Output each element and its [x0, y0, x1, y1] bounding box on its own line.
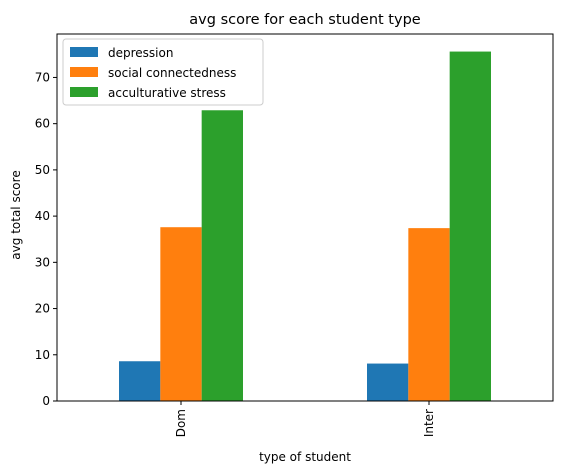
legend-box [62, 38, 264, 106]
y-tick-label: 20 [35, 302, 50, 316]
y-tick-label: 70 [35, 70, 50, 84]
y-tick-label: 60 [35, 117, 50, 131]
bar-social-connectedness-Inter [408, 228, 450, 401]
y-tick-label: 50 [35, 163, 50, 177]
legend-swatch [70, 47, 98, 57]
legend-label: acculturative stress [108, 86, 226, 100]
legend: depression social connectedness acculturat… [62, 38, 264, 106]
y-axis: 0 10 20 30 40 50 60 70 [35, 70, 57, 408]
y-axis-label: avg total score [9, 170, 23, 259]
bar-depression-Dom [119, 361, 161, 401]
legend-swatch [70, 87, 98, 97]
x-axis-label: type of student [259, 450, 351, 464]
x-tick-label: Dom [174, 409, 188, 437]
bar-social-connectedness-Dom [160, 227, 202, 401]
legend-swatch [70, 67, 98, 77]
bar-depression-Inter [367, 363, 409, 401]
legend-label: social connectedness [108, 66, 236, 80]
chart-title: avg score for each student type [189, 12, 420, 28]
x-tick-label: Inter [422, 409, 436, 437]
y-tick-label: 0 [42, 394, 50, 408]
bar-acculturative-stress-Inter [449, 51, 491, 401]
x-axis: Dom Inter [174, 401, 436, 437]
y-tick-label: 30 [35, 255, 50, 269]
legend-label: depression [108, 46, 173, 60]
plot-frame [56, 33, 554, 402]
bar-acculturative-stress-Dom [201, 110, 243, 401]
y-tick-label: 10 [35, 348, 50, 362]
bars-group [119, 51, 491, 401]
y-tick-label: 40 [35, 209, 50, 223]
